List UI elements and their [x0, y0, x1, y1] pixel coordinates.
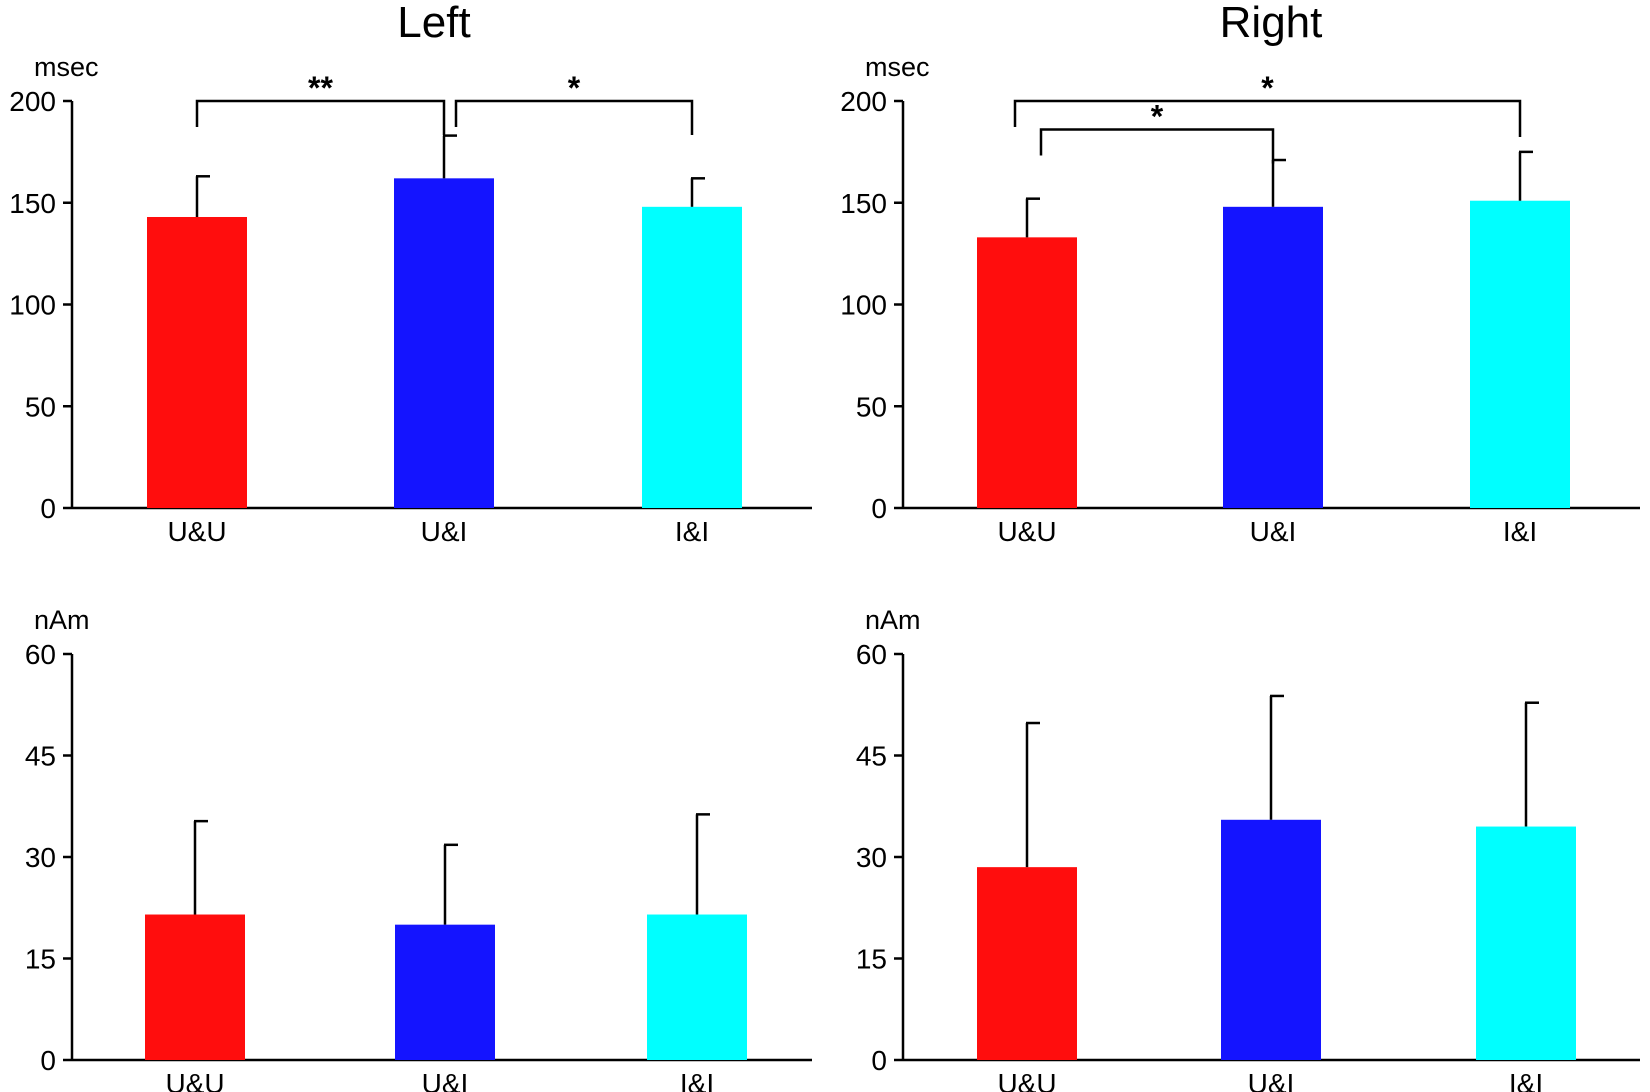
y-tick-label: 150	[9, 188, 56, 219]
y-axis-unit-label: nAm	[865, 605, 921, 635]
bar-i-and-i	[647, 914, 747, 1060]
significance-bracket: **	[195, 70, 446, 135]
x-tick-label-u-and-i: U&I	[422, 1068, 469, 1092]
bar-i-and-i	[1476, 826, 1576, 1060]
bar-u-and-i	[1221, 819, 1321, 1060]
y-tick-label: 0	[871, 493, 887, 524]
y-tick-label: 0	[40, 493, 56, 524]
y-tick-label: 0	[40, 1045, 56, 1076]
x-tick-label-i-and-i: I&I	[1509, 1068, 1543, 1092]
significance-bracket-line	[1013, 99, 1522, 137]
y-tick-label: 0	[871, 1045, 887, 1076]
x-tick-label-u-and-u: U&U	[167, 516, 226, 547]
bar-u-and-i	[1223, 206, 1323, 508]
y-tick-label: 60	[25, 639, 56, 670]
y-tick-label: 30	[856, 842, 887, 873]
y-tick-label: 200	[9, 86, 56, 117]
y-tick-label: 150	[840, 188, 887, 219]
bar-i-and-i	[1470, 200, 1570, 508]
y-tick-label: 15	[856, 944, 887, 975]
left-column-title: Left	[397, 0, 471, 47]
right-column-title: Right	[1219, 0, 1323, 47]
y-tick-label: 30	[25, 842, 56, 873]
y-tick-label: 200	[840, 86, 887, 117]
right-latency-panel: msec 0 50 100 150 200 U&U U&I I&I * *	[840, 52, 1640, 547]
x-tick-label-u-and-i: U&I	[1250, 516, 1297, 547]
x-tick-label-u-and-i: U&I	[421, 516, 468, 547]
significance-bracket: *	[1039, 98, 1275, 164]
right-amplitude-panel: nAm 0 15 30 45 60 U&U U&I I&I	[856, 605, 1640, 1092]
bar-u-and-i	[395, 924, 495, 1060]
x-tick-label-u-and-u: U&U	[997, 1068, 1056, 1092]
x-tick-label-u-and-u: U&U	[997, 516, 1056, 547]
significance-bracket-line	[195, 99, 446, 135]
x-tick-label-u-and-u: U&U	[165, 1068, 224, 1092]
significance-label: **	[308, 70, 333, 106]
x-tick-label-u-and-i: U&I	[1248, 1068, 1295, 1092]
y-tick-label: 45	[25, 741, 56, 772]
bar-i-and-i	[642, 206, 742, 508]
x-tick-label-i-and-i: I&I	[675, 516, 709, 547]
y-tick-label: 100	[840, 290, 887, 321]
significance-label: *	[1261, 70, 1274, 106]
bar-u-and-u	[977, 867, 1077, 1060]
y-tick-label: 50	[856, 391, 887, 422]
bar-u-and-u	[145, 914, 245, 1060]
y-tick-label: 60	[856, 639, 887, 670]
y-axis-unit-label: nAm	[34, 605, 90, 635]
y-axis-unit-label: msec	[34, 52, 99, 82]
y-tick-label: 45	[856, 741, 887, 772]
y-tick-label: 100	[9, 290, 56, 321]
significance-bracket-line	[454, 99, 694, 135]
left-amplitude-panel: nAm 0 15 30 45 60 U&U U&I I&I	[25, 605, 812, 1092]
significance-bracket: *	[1013, 70, 1522, 137]
y-tick-label: 50	[25, 391, 56, 422]
significance-bracket: *	[454, 70, 694, 135]
x-tick-label-i-and-i: I&I	[1503, 516, 1537, 547]
y-axis-unit-label: msec	[865, 52, 930, 82]
significance-bracket-line	[1039, 128, 1275, 164]
x-tick-label-i-and-i: I&I	[680, 1068, 714, 1092]
significance-label: *	[1151, 98, 1164, 134]
significance-label: *	[568, 70, 581, 106]
bar-u-and-u	[977, 237, 1077, 508]
bar-u-and-i	[394, 178, 494, 508]
bar-u-and-u	[147, 216, 247, 508]
y-tick-label: 15	[25, 944, 56, 975]
